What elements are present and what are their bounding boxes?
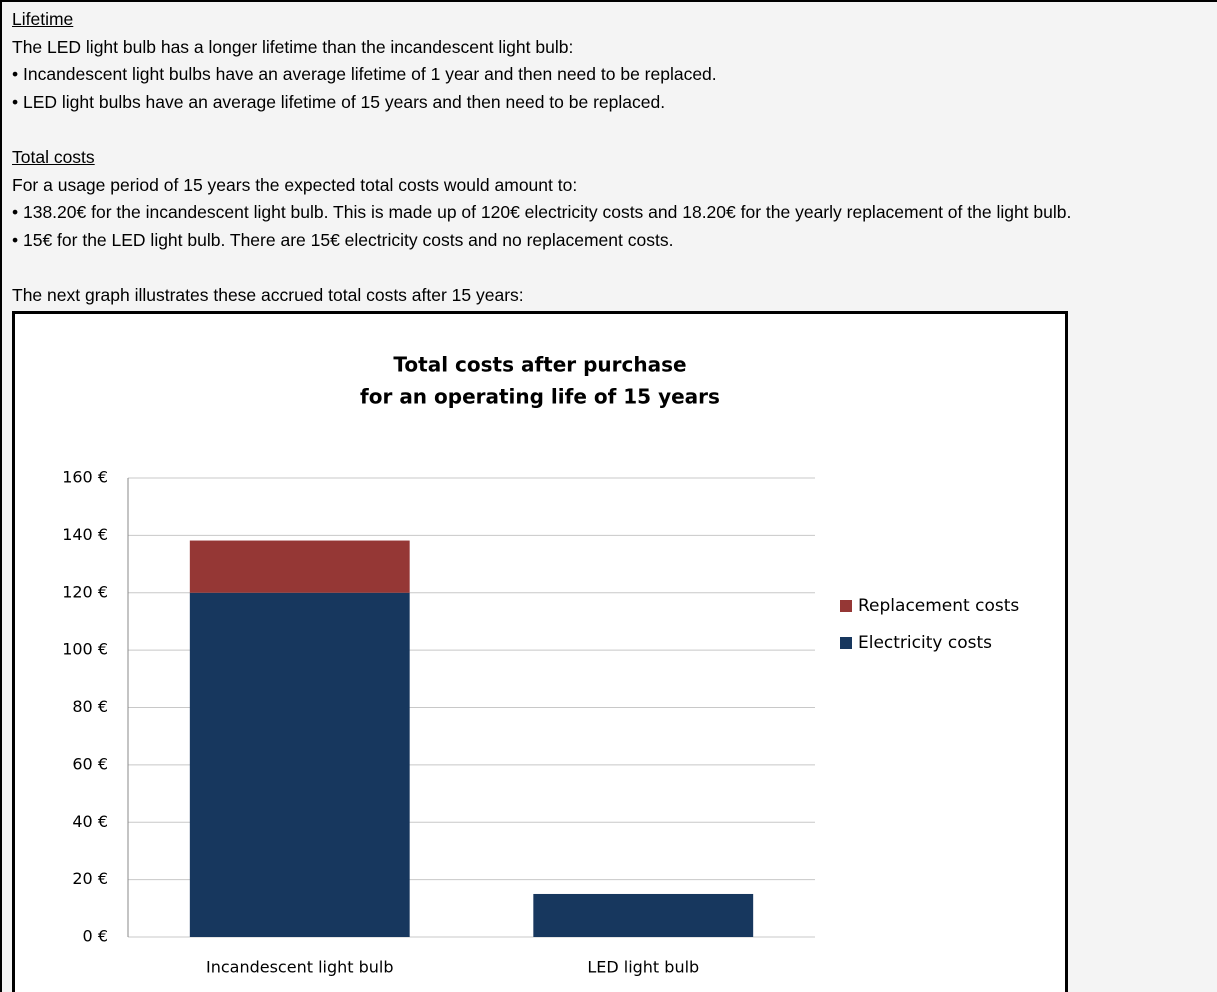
- text-line: • 138.20€ for the incandescent light bul…: [12, 202, 1072, 223]
- x-tick-label: Incandescent light bulb: [206, 958, 394, 977]
- legend-label: Replacement costs: [858, 596, 1019, 616]
- bar-segment: [189, 540, 410, 593]
- text-line: The next graph illustrates these accrued…: [12, 285, 524, 305]
- x-tick-label: LED light bulb: [587, 958, 699, 977]
- legend-swatch: [840, 637, 852, 649]
- y-tick-label: 140 €: [62, 525, 108, 544]
- section-heading: Lifetime: [12, 9, 74, 29]
- legend-swatch: [840, 600, 852, 612]
- y-tick-label: 40 €: [72, 812, 108, 831]
- text-line: For a usage period of 15 years the expec…: [12, 174, 578, 195]
- section-heading: Total costs: [12, 147, 95, 167]
- y-tick-label: 160 €: [62, 468, 108, 487]
- y-tick-label: 0 €: [83, 927, 108, 946]
- y-tick-label: 60 €: [72, 754, 108, 773]
- legend-label: Electricity costs: [858, 633, 992, 653]
- bar-segment: [189, 592, 410, 937]
- chart-box: [12, 311, 1068, 992]
- y-tick-label: 100 €: [62, 640, 108, 659]
- text-line: • 15€ for the LED light bulb. There are …: [12, 229, 674, 250]
- y-tick-label: 80 €: [72, 697, 108, 716]
- chart-title: for an operating life of 15 years: [360, 385, 720, 409]
- bar-segment: [533, 893, 754, 937]
- text-line: • LED light bulbs have an average lifeti…: [12, 91, 666, 112]
- text-line: • Incandescent light bulbs have an avera…: [12, 64, 717, 85]
- y-tick-label: 120 €: [62, 582, 108, 601]
- text-line: The LED light bulb has a longer lifetime…: [12, 36, 574, 57]
- chart-title: Total costs after purchase: [393, 353, 686, 377]
- y-tick-label: 20 €: [72, 869, 108, 888]
